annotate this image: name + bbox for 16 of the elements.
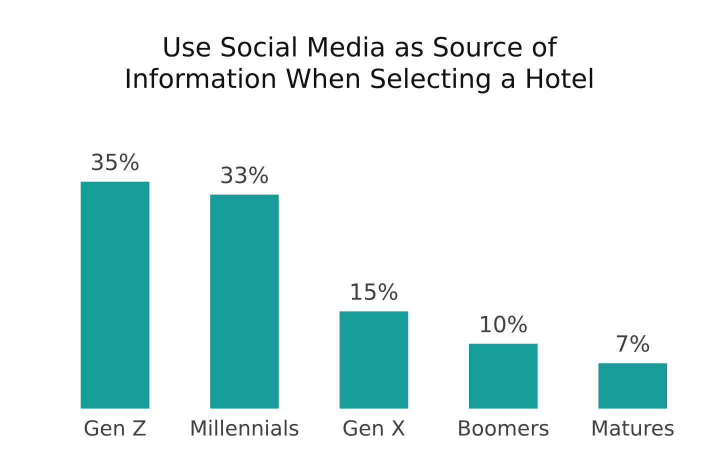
- data-label: 7%: [616, 335, 650, 352]
- x-tick-label: Gen Z: [84, 420, 146, 436]
- data-label: 10%: [481, 316, 527, 332]
- x-tick-label: Boomers: [459, 420, 548, 436]
- bar: [469, 344, 538, 409]
- x-tick-label: Millennials: [192, 420, 298, 436]
- chart-title: Use Social Media as Source of Information When Selecting a Hotel: [126, 36, 592, 94]
- x-tick-label: Matures: [592, 420, 674, 436]
- data-label: 33%: [221, 166, 268, 184]
- data-label: 15%: [352, 283, 398, 300]
- x-tick-label: Gen X: [344, 420, 405, 436]
- data-label: 35%: [92, 154, 139, 170]
- bar: [340, 311, 408, 409]
- bar: [210, 194, 279, 409]
- bar: [80, 182, 150, 409]
- bar: [598, 363, 668, 409]
